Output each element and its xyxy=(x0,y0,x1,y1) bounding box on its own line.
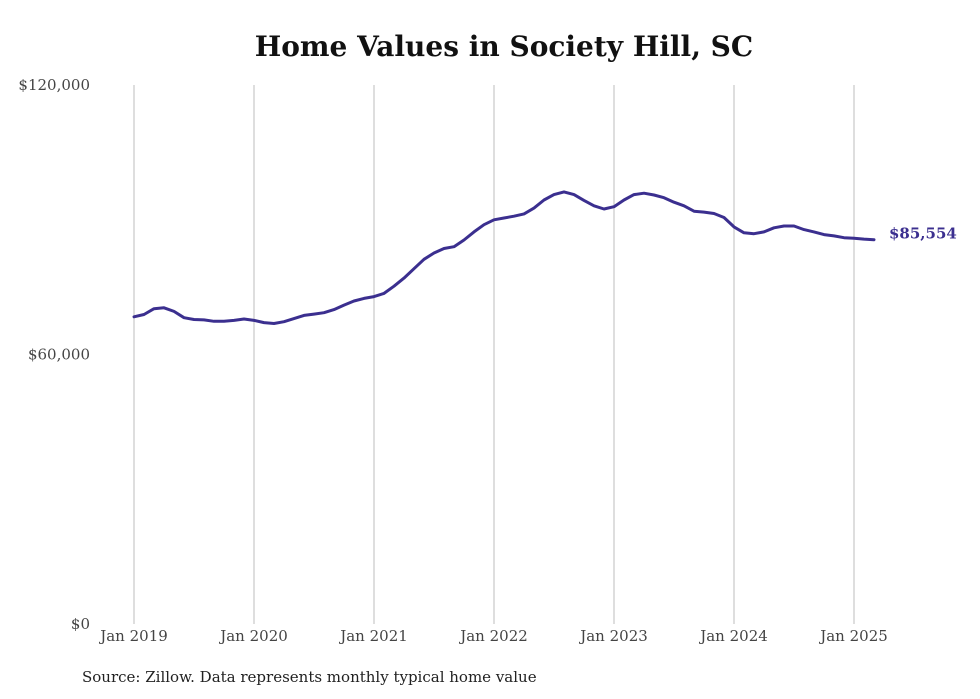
y-tick-label: $0 xyxy=(71,615,90,633)
x-tick-label: Jan 2021 xyxy=(338,627,408,645)
x-axis: Jan 2019 Jan 2020 Jan 2021 Jan 2022 Jan 2023… xyxy=(98,627,888,645)
series-line xyxy=(132,190,876,325)
x-tick-label: Jan 2022 xyxy=(458,627,528,645)
x-tick-label: Jan 2020 xyxy=(218,627,288,645)
x-tick-label: Jan 2025 xyxy=(818,627,888,645)
y-tick-label: $120,000 xyxy=(18,76,90,94)
end-label-group: $85,554 xyxy=(889,225,957,243)
source-note: Source: Zillow. Data represents monthly … xyxy=(82,668,537,686)
gridlines xyxy=(133,85,855,624)
y-axis: $0 $60,000 $120,000 xyxy=(18,76,90,633)
y-tick-label: $60,000 xyxy=(28,346,90,364)
end-value-label: $85,554 xyxy=(889,225,957,243)
x-tick-label: Jan 2019 xyxy=(98,627,168,645)
chart-title: Home Values in Society Hill, SC xyxy=(254,30,754,63)
x-tick-label: Jan 2023 xyxy=(578,627,648,645)
x-tick-label: Jan 2024 xyxy=(698,627,768,645)
series xyxy=(132,190,876,325)
